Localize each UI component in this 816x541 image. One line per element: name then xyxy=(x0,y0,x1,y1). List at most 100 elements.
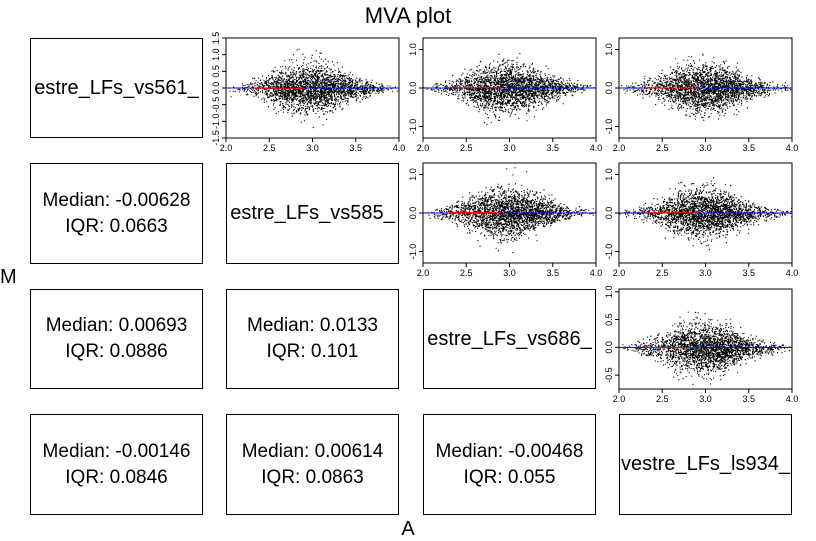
y-axis-label: M xyxy=(0,266,17,288)
x-tick-label: 2.0 xyxy=(417,143,430,153)
x-tick-label: 2.5 xyxy=(656,394,669,404)
mva-panel-r1c2: 2.0 2.5 3.0 3.5 4.0 -1.5-1.0-0.5 0.0 0.5 1.0 1.5 xyxy=(211,32,405,153)
y-tick-label: -1.0 xyxy=(604,244,614,260)
x-tick-label: 4.0 xyxy=(786,143,799,153)
y-tick-label: 0.5 xyxy=(604,313,614,326)
sample-name-1: estre_LFs_vs561_ xyxy=(34,76,199,99)
x-tick-label: 3.0 xyxy=(306,143,319,153)
x-axis-label: A xyxy=(401,518,415,540)
iqr-text: IQR: 0.0863 xyxy=(261,466,364,488)
x-tick-label: 3.5 xyxy=(349,143,362,153)
x-tick-label: 3.5 xyxy=(742,143,755,153)
point-cloud xyxy=(621,53,792,121)
scatter-points xyxy=(619,311,792,385)
x-tick-label: 2.5 xyxy=(460,268,473,278)
x-tick-label: 2.5 xyxy=(656,268,669,278)
point-cloud xyxy=(622,311,792,385)
y-tick-label: 1.0 xyxy=(408,168,418,181)
mva-panel-r2c4: 2.0 2.5 3.0 3.5 4.0 -1.0 0.0 1.0 xyxy=(604,162,799,278)
x-tick-label: 3.0 xyxy=(503,143,516,153)
point-cloud xyxy=(619,177,792,251)
iqr-text: IQR: 0.055 xyxy=(463,466,556,488)
y-tick-label: -1.0 xyxy=(604,119,614,135)
median-text: Median: -0.00628 xyxy=(42,189,191,211)
scatter-points xyxy=(423,167,596,254)
median-text: Median: 0.0133 xyxy=(247,315,378,336)
x-tick-label: 3.5 xyxy=(742,268,755,278)
stat-panel-r3c1: Median: 0.00693 IQR: 0.0886 xyxy=(30,289,203,389)
stat-panel-r2c1: Median: -0.00628 IQR: 0.0663 xyxy=(30,163,203,264)
y-tick-label: -1.0 xyxy=(408,244,418,260)
x-tick-label: 3.0 xyxy=(699,394,712,404)
x-tick-label: 3.0 xyxy=(503,268,516,278)
y-tick-label: 0.0 xyxy=(604,207,614,220)
y-tick-label: -0.5 xyxy=(604,367,614,383)
x-tick-label: 2.0 xyxy=(613,268,626,278)
y-tick-label: -0.5 xyxy=(211,97,221,113)
panel-name-3: estre_LFs_vs686_ xyxy=(423,289,596,389)
y-tick-label: 0.0 xyxy=(211,82,221,95)
x-tick-label: 2.5 xyxy=(460,143,473,153)
point-cloud xyxy=(423,53,596,125)
median-text: Median: 0.00693 xyxy=(45,315,188,336)
stat-panel-r4c3: Median: -0.00468 IQR: 0.055 xyxy=(423,414,596,515)
y-tick-label: -1.0 xyxy=(408,119,418,135)
x-tick-label: 4.0 xyxy=(786,268,799,278)
y-tick-label: 0.0 xyxy=(604,341,614,354)
mva-panel-r2c3: 2.0 2.5 3.0 3.5 4.0 -1.0 0.0 1.0 xyxy=(408,162,603,278)
x-tick-label: 4.0 xyxy=(590,143,603,153)
point-cloud xyxy=(426,167,596,254)
sample-name-2: estre_LFs_vs585_ xyxy=(230,202,395,224)
y-tick-label: -1.0 xyxy=(211,114,221,130)
iqr-text: IQR: 0.0663 xyxy=(65,215,168,237)
x-tick-label: 2.5 xyxy=(263,143,276,153)
iqr-text: IQR: 0.0846 xyxy=(65,466,168,488)
panel-name-2: estre_LFs_vs585_ xyxy=(226,163,399,264)
median-text: Median: -0.00146 xyxy=(42,440,191,462)
y-tick-label: 1.0 xyxy=(211,48,221,61)
x-tick-label: 3.0 xyxy=(699,143,712,153)
x-tick-label: 3.5 xyxy=(546,143,559,153)
median-text: Median: -0.00468 xyxy=(435,440,584,462)
mva-panel-r3c4: 2.0 2.5 3.0 3.5 4.0 -0.5 0.0 0.5 1.0 xyxy=(604,286,798,404)
y-tick-label: 0.5 xyxy=(211,65,221,78)
y-tick-label: 0.0 xyxy=(408,207,418,220)
sample-name-4: vestre_LFs_ls934_ xyxy=(621,453,790,475)
median-text: Median: 0.00614 xyxy=(241,440,384,462)
iqr-text: IQR: 0.0886 xyxy=(65,341,168,362)
mva-panel-r1c4: 2.0 2.5 3.0 3.5 4.0 -1.0 0.0 1.0 xyxy=(604,37,799,153)
x-tick-label: 2.5 xyxy=(656,143,669,153)
scatter-points xyxy=(619,177,792,251)
x-tick-label: 2.0 xyxy=(220,143,233,153)
x-tick-label: 4.0 xyxy=(393,143,406,153)
y-tick-label: 0.0 xyxy=(604,82,614,95)
stat-panel-r4c2: Median: 0.00614 IQR: 0.0863 xyxy=(226,414,399,515)
stat-panel-r3c2: Median: 0.0133 IQR: 0.101 xyxy=(226,289,399,389)
x-tick-label: 2.0 xyxy=(417,268,430,278)
sample-name-3: estre_LFs_vs686_ xyxy=(427,327,592,350)
x-tick-label: 2.0 xyxy=(613,394,626,404)
scatter-points xyxy=(423,53,596,125)
x-tick-label: 3.0 xyxy=(699,268,712,278)
x-tick-label: 2.0 xyxy=(613,143,626,153)
iqr-text: IQR: 0.101 xyxy=(266,341,359,362)
y-tick-label: 1.0 xyxy=(604,286,614,299)
x-tick-label: 3.5 xyxy=(742,394,755,404)
y-tick-label: 1.0 xyxy=(604,43,614,56)
x-tick-label: 3.5 xyxy=(546,268,559,278)
scatter-points xyxy=(619,53,792,121)
stat-panel-r4c1: Median: -0.00146 IQR: 0.0846 xyxy=(30,414,203,515)
chart-title: MVA plot xyxy=(364,3,452,28)
x-tick-label: 4.0 xyxy=(786,394,799,404)
y-tick-label: 1.0 xyxy=(604,168,614,181)
scatter-points xyxy=(226,48,399,129)
y-tick-label: -1.5 xyxy=(211,130,221,146)
y-tick-label: 1.0 xyxy=(408,43,418,56)
mva-panel-r1c3: 2.0 2.5 3.0 3.5 4.0 -1.0 0.0 1.0 xyxy=(408,37,603,153)
panel-name-4: vestre_LFs_ls934_ xyxy=(619,414,792,515)
y-tick-label: 1.5 xyxy=(211,32,221,45)
x-tick-label: 4.0 xyxy=(590,268,603,278)
y-tick-label: 0.0 xyxy=(408,82,418,95)
panel-name-1: estre_LFs_vs561_ xyxy=(30,38,203,138)
